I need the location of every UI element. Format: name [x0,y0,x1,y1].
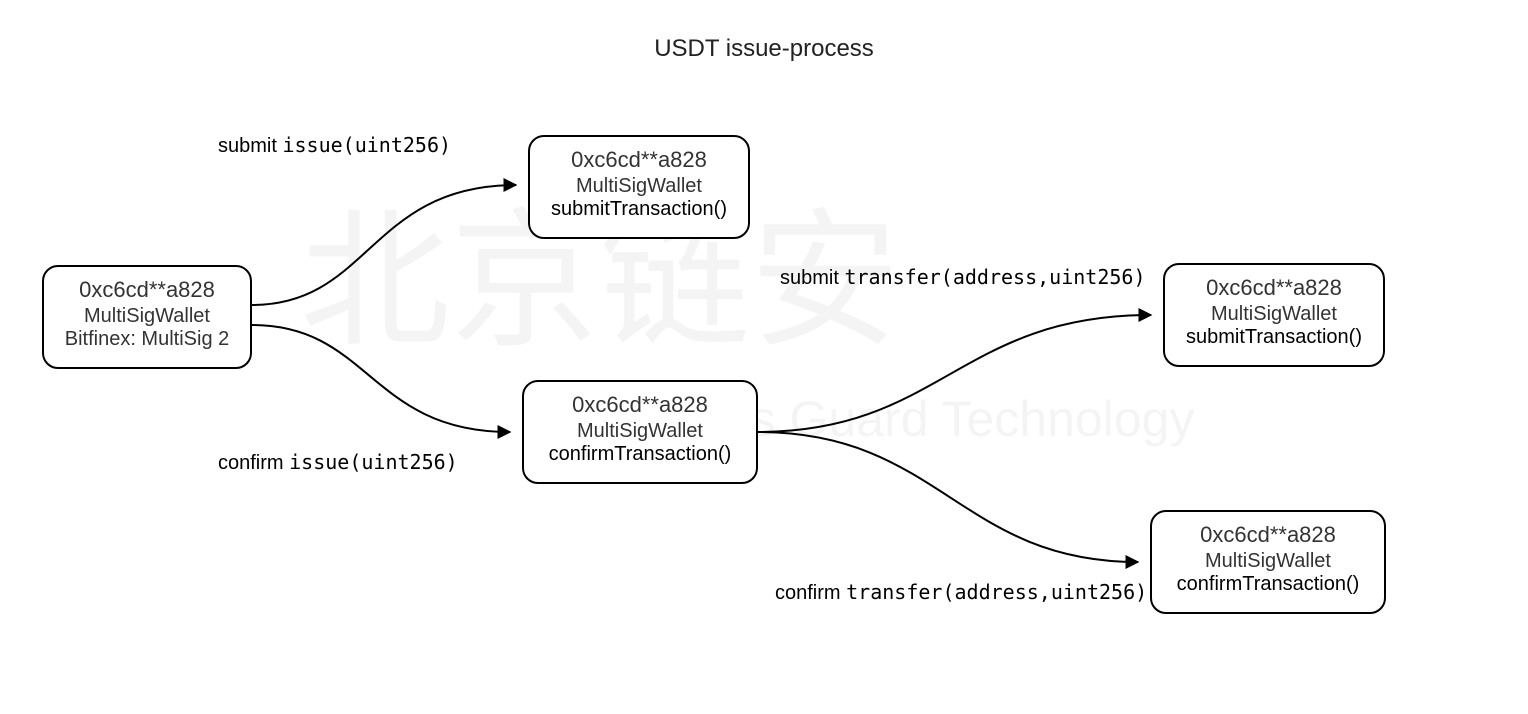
node-type: MultiSigWallet [538,420,742,443]
node-type: MultiSigWallet [58,305,236,328]
node-confirm-transfer: 0xc6cd**a828 MultiSigWallet confirmTrans… [1150,510,1386,614]
edge-submit-issue [252,185,516,305]
node-address: 0xc6cd**a828 [544,147,734,173]
node-method: submitTransaction() [1179,326,1369,349]
edge-label-submit-issue: submit issue(uint256) [218,133,451,158]
node-type: MultiSigWallet [1166,550,1370,573]
node-method: confirmTransaction() [538,443,742,466]
node-method: submitTransaction() [544,198,734,221]
node-label: Bitfinex: MultiSig 2 [58,328,236,351]
edge-confirm-transfer [758,432,1138,562]
edge-label-confirm-issue: confirm issue(uint256) [218,450,458,475]
node-method: confirmTransaction() [1166,573,1370,596]
node-confirm-issue: 0xc6cd**a828 MultiSigWallet confirmTrans… [522,380,758,484]
edge-submit-transfer [758,315,1151,432]
node-type: MultiSigWallet [544,175,734,198]
node-address: 0xc6cd**a828 [1166,522,1370,548]
node-address: 0xc6cd**a828 [1179,275,1369,301]
edge-confirm-issue [252,325,510,432]
node-address: 0xc6cd**a828 [58,277,236,303]
diagram-title: USDT issue-process [0,35,1528,63]
node-source-wallet: 0xc6cd**a828 MultiSigWallet Bitfinex: Mu… [42,265,252,369]
node-submit-transfer: 0xc6cd**a828 MultiSigWallet submitTransa… [1163,263,1385,367]
node-submit-issue: 0xc6cd**a828 MultiSigWallet submitTransa… [528,135,750,239]
node-address: 0xc6cd**a828 [538,392,742,418]
edge-label-submit-transfer: submit transfer(address,uint256) [780,265,1146,290]
edge-label-confirm-transfer: confirm transfer(address,uint256) [775,580,1147,605]
node-type: MultiSigWallet [1179,303,1369,326]
